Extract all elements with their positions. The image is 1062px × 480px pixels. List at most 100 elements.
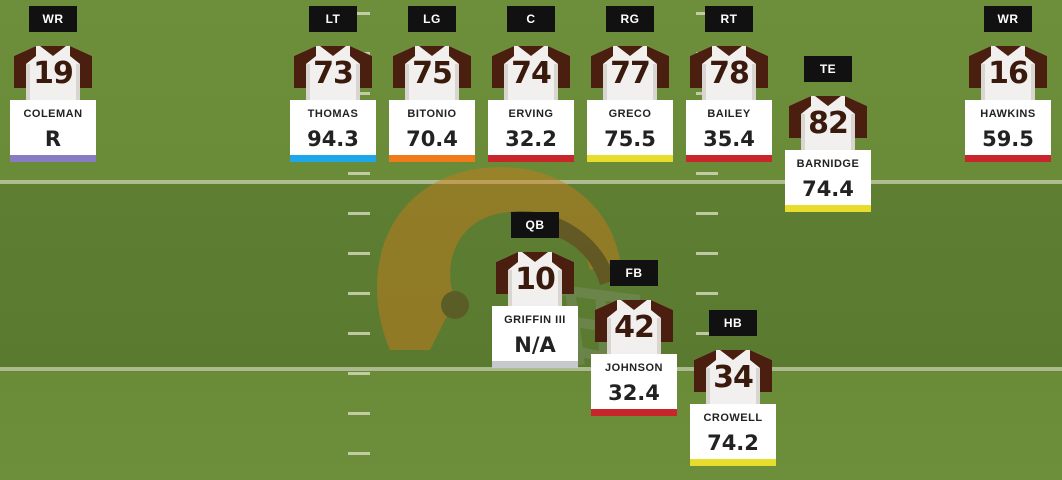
grade-color-bar (785, 205, 871, 212)
player-grade: 75.5 (604, 127, 656, 151)
grade-color-bar (389, 155, 475, 162)
player-name: BAILEY (707, 108, 751, 120)
jersey-number: 74 (511, 56, 552, 91)
hash-mark (348, 252, 370, 255)
jersey-number: 73 (313, 56, 354, 91)
jersey-icon (595, 300, 673, 360)
grade-color-bar (290, 155, 376, 162)
grade-color-bar (488, 155, 574, 162)
grade-color-bar (965, 155, 1051, 162)
jersey-number: 19 (33, 56, 74, 91)
player-grade: 59.5 (982, 127, 1034, 151)
grade-color-bar (10, 155, 96, 162)
player-jersey[interactable]: 75 (389, 42, 475, 106)
jersey-icon (591, 46, 669, 106)
position-label: C (507, 6, 555, 32)
player-grade: 35.4 (703, 127, 755, 151)
player-jersey[interactable]: 42 (591, 296, 677, 360)
player-card[interactable]: JOHNSON 32.4 (591, 354, 677, 416)
hash-mark (348, 452, 370, 455)
hash-mark (348, 332, 370, 335)
player-name: COLEMAN (23, 108, 83, 120)
player-card[interactable]: GRECO 75.5 (587, 100, 673, 162)
player-card[interactable]: COLEMAN R (10, 100, 96, 162)
position-label: LG (408, 6, 456, 32)
position-label: LT (309, 6, 357, 32)
player-name: BITONIO (407, 108, 457, 120)
jersey-icon (789, 96, 867, 156)
player-name: HAWKINS (980, 108, 1036, 120)
position-label: TE (804, 56, 852, 82)
player-grade: 74.2 (707, 431, 759, 455)
position-label: HB (709, 310, 757, 336)
player-card[interactable]: GRIFFIN III N/A (492, 306, 578, 368)
grade-color-bar (686, 155, 772, 162)
player-name: BARNIDGE (796, 158, 860, 170)
player-name: JOHNSON (605, 362, 663, 374)
hash-mark (348, 172, 370, 175)
player-jersey[interactable]: 10 (492, 248, 578, 312)
jersey-number: 16 (988, 56, 1029, 91)
jersey-number: 10 (515, 262, 556, 297)
jersey-icon (690, 46, 768, 106)
jersey-number: 78 (709, 56, 750, 91)
jersey-number: 75 (412, 56, 453, 91)
player-jersey[interactable]: 78 (686, 42, 772, 106)
jersey-icon (694, 350, 772, 410)
jersey-number: 82 (808, 106, 849, 141)
grade-color-bar (591, 409, 677, 416)
jersey-icon (294, 46, 372, 106)
player-grade: 32.4 (608, 381, 660, 405)
player-jersey[interactable]: 73 (290, 42, 376, 106)
position-label: WR (984, 6, 1032, 32)
player-jersey[interactable]: 77 (587, 42, 673, 106)
position-label: RG (606, 6, 654, 32)
jersey-icon (496, 252, 574, 312)
player-name: THOMAS (307, 108, 359, 120)
hash-mark (696, 252, 718, 255)
hash-mark (348, 212, 370, 215)
player-grade: N/A (514, 333, 556, 357)
position-label: WR (29, 6, 77, 32)
hash-mark (348, 412, 370, 415)
jersey-icon (969, 46, 1047, 106)
player-card[interactable]: HAWKINS 59.5 (965, 100, 1051, 162)
player-jersey[interactable]: 16 (965, 42, 1051, 106)
jersey-number: 34 (713, 360, 754, 395)
player-jersey[interactable]: 34 (690, 346, 776, 410)
player-jersey[interactable]: 74 (488, 42, 574, 106)
grade-color-bar (492, 361, 578, 368)
grade-color-bar (587, 155, 673, 162)
jersey-icon (14, 46, 92, 106)
grade-color-bar (690, 459, 776, 466)
hash-mark (348, 372, 370, 375)
player-name: GRECO (608, 108, 652, 120)
player-card[interactable]: CROWELL 74.2 (690, 404, 776, 466)
jersey-number: 77 (610, 56, 651, 91)
player-card[interactable]: ERVING 32.2 (488, 100, 574, 162)
player-name: GRIFFIN III (504, 314, 566, 326)
jersey-icon (492, 46, 570, 106)
player-name: CROWELL (703, 412, 763, 424)
player-jersey[interactable]: 82 (785, 92, 871, 156)
hash-mark (696, 292, 718, 295)
jersey-icon (393, 46, 471, 106)
position-label: FB (610, 260, 658, 286)
hash-mark (348, 292, 370, 295)
jersey-number: 42 (614, 310, 655, 345)
hash-mark (696, 172, 718, 175)
yard-line (0, 180, 1062, 184)
hash-mark (348, 12, 370, 15)
hash-mark (696, 332, 718, 335)
position-label: QB (511, 212, 559, 238)
player-card[interactable]: BAILEY 35.4 (686, 100, 772, 162)
player-card[interactable]: BITONIO 70.4 (389, 100, 475, 162)
yard-line (0, 367, 1062, 371)
player-card[interactable]: THOMAS 94.3 (290, 100, 376, 162)
player-jersey[interactable]: 19 (10, 42, 96, 106)
hash-mark (696, 212, 718, 215)
player-grade: 94.3 (307, 127, 359, 151)
player-grade: 74.4 (802, 177, 854, 201)
player-card[interactable]: BARNIDGE 74.4 (785, 150, 871, 212)
